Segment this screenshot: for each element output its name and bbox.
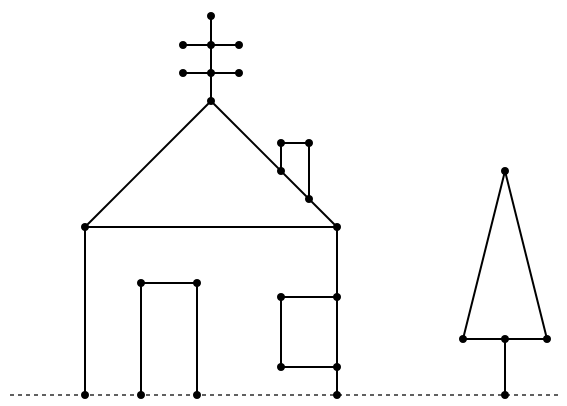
window	[277, 293, 341, 371]
tree-top-point	[501, 167, 509, 175]
chimney-point	[305, 139, 313, 147]
roof	[84, 97, 338, 228]
window-point	[277, 293, 285, 301]
antenna-point	[179, 41, 187, 49]
antenna-point	[207, 69, 215, 77]
wall-base-point	[81, 391, 89, 399]
chimney-point	[277, 139, 285, 147]
door-point	[193, 391, 201, 399]
roof-left-edge	[84, 100, 212, 228]
wall-base-point	[333, 391, 341, 399]
chimney-point	[305, 195, 313, 203]
tree-base-point	[501, 391, 509, 399]
door-point	[137, 279, 145, 287]
chimney	[277, 139, 313, 203]
antenna-point	[235, 41, 243, 49]
antenna-point	[207, 41, 215, 49]
chimney-outline	[280, 142, 310, 200]
roof-right-edge	[210, 100, 338, 228]
door-outline	[140, 282, 198, 396]
antenna	[179, 12, 243, 102]
tree-point	[501, 335, 509, 343]
door-point	[193, 279, 201, 287]
tree-crown	[461, 170, 549, 340]
roof-apex-point	[207, 97, 215, 105]
wall-corner-point	[81, 223, 89, 231]
tree-point	[543, 335, 551, 343]
antenna-point	[179, 69, 187, 77]
antenna-point	[235, 69, 243, 77]
tree-point	[459, 335, 467, 343]
window-frame	[280, 296, 338, 368]
window-point	[333, 293, 341, 301]
wall-corner-point	[333, 223, 341, 231]
door-point	[137, 391, 145, 399]
door	[137, 279, 201, 399]
window-point	[333, 363, 341, 371]
chimney-point	[277, 167, 285, 175]
tree	[459, 167, 551, 399]
antenna-top-point	[207, 12, 215, 20]
house-wall	[81, 223, 341, 399]
window-point	[277, 363, 285, 371]
